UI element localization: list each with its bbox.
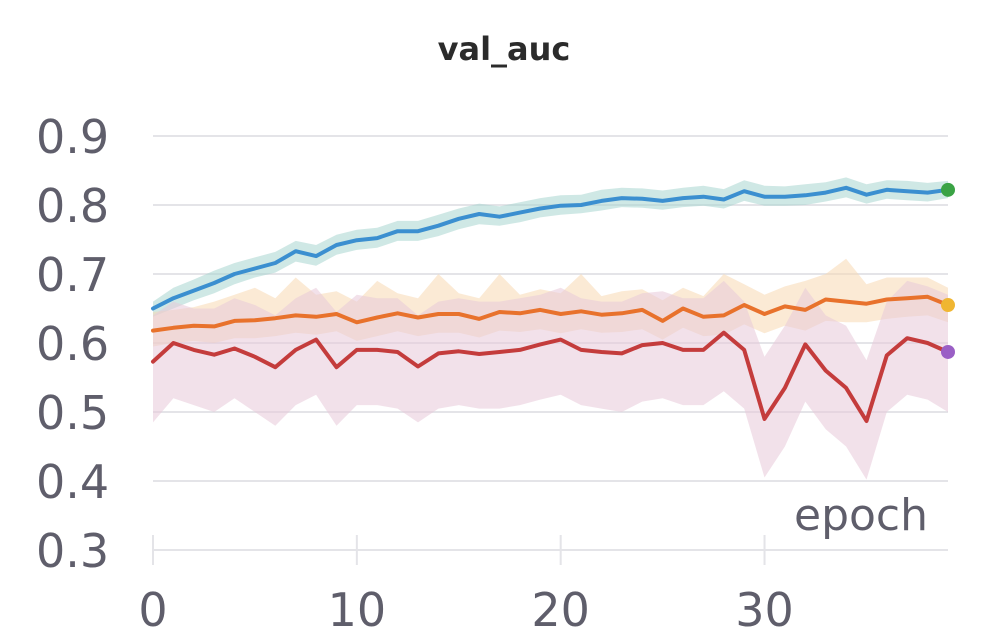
chart-title: val_auc: [437, 30, 571, 68]
y-axis-tick-labels: 0.3 0.4 0.5 0.6 0.7 0.8 0.9: [36, 110, 109, 578]
series-3-line: [151, 330, 950, 423]
y-tick-label: 0.3: [36, 524, 109, 578]
x-axis-label: epoch: [794, 490, 928, 541]
x-tick-label: 10: [328, 583, 387, 637]
series-3-end-point[interactable]: [941, 344, 955, 359]
x-axis-tick-labels: 0 10 20 30: [138, 583, 793, 637]
x-tick-label: 0: [138, 583, 167, 637]
series-3-band: [153, 280, 948, 480]
y-tick-label: 0.8: [36, 179, 109, 233]
series-1-line: [151, 185, 950, 311]
series-2-end-point[interactable]: [941, 298, 955, 313]
end-markers: [941, 182, 955, 359]
confidence-bands: [153, 177, 948, 480]
x-tick-label: 30: [735, 583, 794, 637]
y-tick-label: 0.4: [36, 455, 109, 509]
y-tick-label: 0.9: [36, 110, 109, 164]
x-tick-label: 20: [531, 583, 590, 637]
series-lines: [151, 185, 950, 423]
series-2-line: [151, 294, 950, 333]
y-tick-label: 0.6: [36, 317, 109, 371]
y-tick-label: 0.7: [36, 248, 109, 302]
y-tick-label: 0.5: [36, 386, 109, 440]
series-1-end-point[interactable]: [941, 182, 955, 197]
